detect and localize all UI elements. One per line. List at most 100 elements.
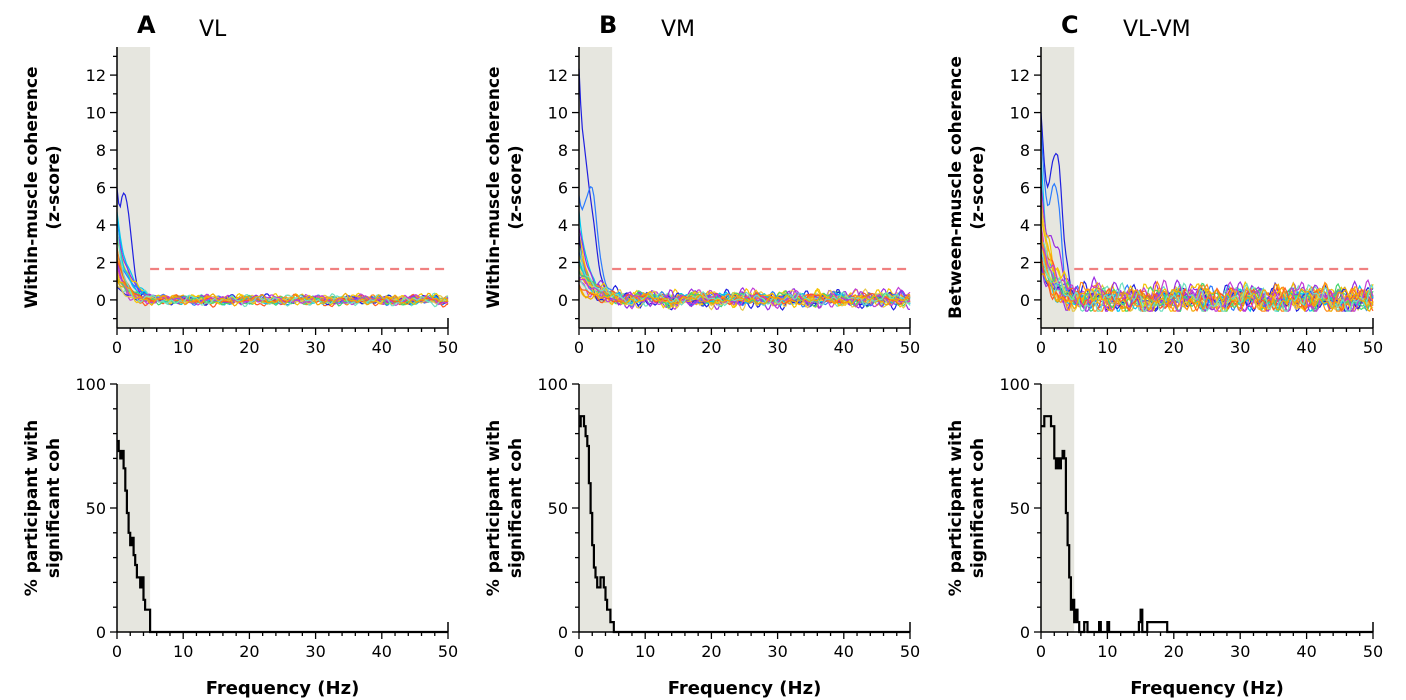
y-tick-label: 100 [999, 375, 1030, 394]
x-tick-label: 40 [1296, 642, 1316, 661]
y-axis-label-line-2: (z-score) [506, 145, 526, 229]
percent-step-line [116, 439, 448, 634]
x-tick-label: 10 [635, 642, 655, 661]
x-tick-label: 30 [1230, 338, 1250, 357]
x-tick-label: 40 [1296, 338, 1316, 357]
x-tick-label: 50 [900, 642, 920, 661]
series-group [1040, 112, 1374, 313]
x-axis-label: Frequency (Hz) [668, 678, 822, 699]
panel-letter: A [137, 11, 156, 39]
y-axis-label-line-2: significant coh [44, 438, 64, 578]
series-line-18 [1040, 226, 1374, 312]
y-axis-label-line-1: % participant with [22, 420, 42, 596]
series-group [578, 68, 911, 312]
panel-6: 0 10 20 30 40 50 0 50 100 % participant with signi… [946, 375, 1383, 699]
x-tick-label: 20 [239, 642, 259, 661]
y-axis-label-line-2: significant coh [506, 438, 526, 578]
y-tick-label: 10 [548, 104, 568, 123]
x-tick-label: 20 [1164, 642, 1184, 661]
x-tick-label: 0 [1036, 338, 1046, 357]
y-tick-label: 100 [75, 375, 106, 394]
y-tick-label: 4 [558, 216, 568, 235]
x-tick-label: 30 [305, 642, 325, 661]
series-line-4 [116, 231, 449, 304]
series-line-1 [116, 188, 449, 304]
y-tick-label: 4 [1020, 216, 1030, 235]
y-tick-label: 6 [558, 179, 568, 198]
x-tick-label: 30 [767, 642, 787, 661]
series-line-24 [116, 277, 449, 307]
x-tick-label: 10 [173, 338, 193, 357]
x-tick-label: 20 [701, 642, 721, 661]
series-line-1 [578, 68, 910, 311]
x-tick-label: 30 [767, 338, 787, 357]
shaded-band [117, 384, 151, 632]
y-tick-label: 100 [537, 375, 568, 394]
y-tick-label: 6 [1020, 179, 1030, 198]
percent-step-line [1040, 415, 1373, 634]
x-tick-label: 50 [900, 338, 920, 357]
shaded-band [1041, 384, 1075, 632]
x-tick-label: 10 [635, 338, 655, 357]
x-tick-label: 0 [112, 338, 122, 357]
y-axis-label-line-1: Within-muscle coherence [484, 66, 504, 308]
y-axis-label-line-2: (z-score) [968, 145, 988, 229]
x-tick-label: 40 [834, 642, 854, 661]
x-tick-label: 30 [1230, 642, 1250, 661]
y-axis-label-line-2: (z-score) [44, 145, 64, 229]
series-line-23 [1040, 249, 1374, 312]
panel-title: VL [199, 17, 227, 42]
y-axis-label-line-2: significant coh [968, 438, 988, 578]
y-tick-label: 0 [1020, 623, 1030, 642]
x-tick-label: 20 [701, 338, 721, 357]
y-tick-label: 2 [1020, 253, 1030, 272]
y-tick-label: 0 [96, 623, 106, 642]
y-tick-label: 2 [96, 253, 106, 272]
series-line-2 [578, 185, 911, 306]
y-tick-label: 0 [558, 623, 568, 642]
series-line-18 [116, 248, 449, 303]
x-tick-label: 0 [1036, 642, 1046, 661]
y-tick-label: 10 [1010, 104, 1030, 123]
x-tick-label: 0 [574, 338, 584, 357]
y-axis-label-line-1: % participant with [946, 420, 966, 596]
x-tick-label: 50 [438, 338, 458, 357]
series-line-19 [1040, 244, 1374, 311]
panel-4: 0 10 20 30 40 50 0 50 100 % participant with signi… [22, 375, 458, 699]
y-tick-label: 6 [96, 179, 106, 198]
y-axis-label-line-1: Within-muscle coherence [22, 66, 42, 308]
y-tick-label: 12 [86, 66, 106, 85]
y-tick-label: 8 [1020, 141, 1030, 160]
y-tick-label: 8 [96, 141, 106, 160]
x-axis-label: Frequency (Hz) [1130, 678, 1284, 699]
y-tick-label: 2 [558, 253, 568, 272]
series-line-23 [116, 228, 449, 308]
series-line-24 [1040, 272, 1374, 312]
y-axis-label-line-1: % participant with [484, 420, 504, 596]
x-tick-label: 40 [372, 642, 392, 661]
panel-title: VM [661, 17, 695, 42]
x-tick-label: 50 [1363, 642, 1383, 661]
y-tick-label: 0 [558, 291, 568, 310]
x-tick-label: 0 [574, 642, 584, 661]
series-line-5 [116, 240, 449, 306]
percent-step-line [578, 415, 910, 634]
x-tick-label: 10 [173, 642, 193, 661]
y-tick-label: 12 [1010, 66, 1030, 85]
y-tick-label: 0 [1020, 291, 1030, 310]
y-axis-label-line-1: Between-muscle coherence [946, 56, 966, 319]
x-axis-label: Frequency (Hz) [206, 678, 360, 699]
x-tick-label: 40 [372, 338, 392, 357]
y-tick-label: 12 [548, 66, 568, 85]
series-line-14 [116, 250, 449, 304]
series-line-16 [1040, 260, 1374, 312]
series-line-2 [1040, 125, 1374, 312]
series-line-2 [116, 219, 449, 307]
x-tick-label: 20 [239, 338, 259, 357]
panel-letter: B [599, 11, 617, 39]
panel-5: 0 10 20 30 40 50 0 50 100 % participant with signi… [484, 375, 920, 699]
panel-3: 0 10 20 30 40 50 0 2 4 6 8 10 12 Between-muscle coher… [946, 11, 1383, 357]
y-tick-label: 50 [1010, 499, 1030, 518]
x-tick-label: 0 [112, 642, 122, 661]
